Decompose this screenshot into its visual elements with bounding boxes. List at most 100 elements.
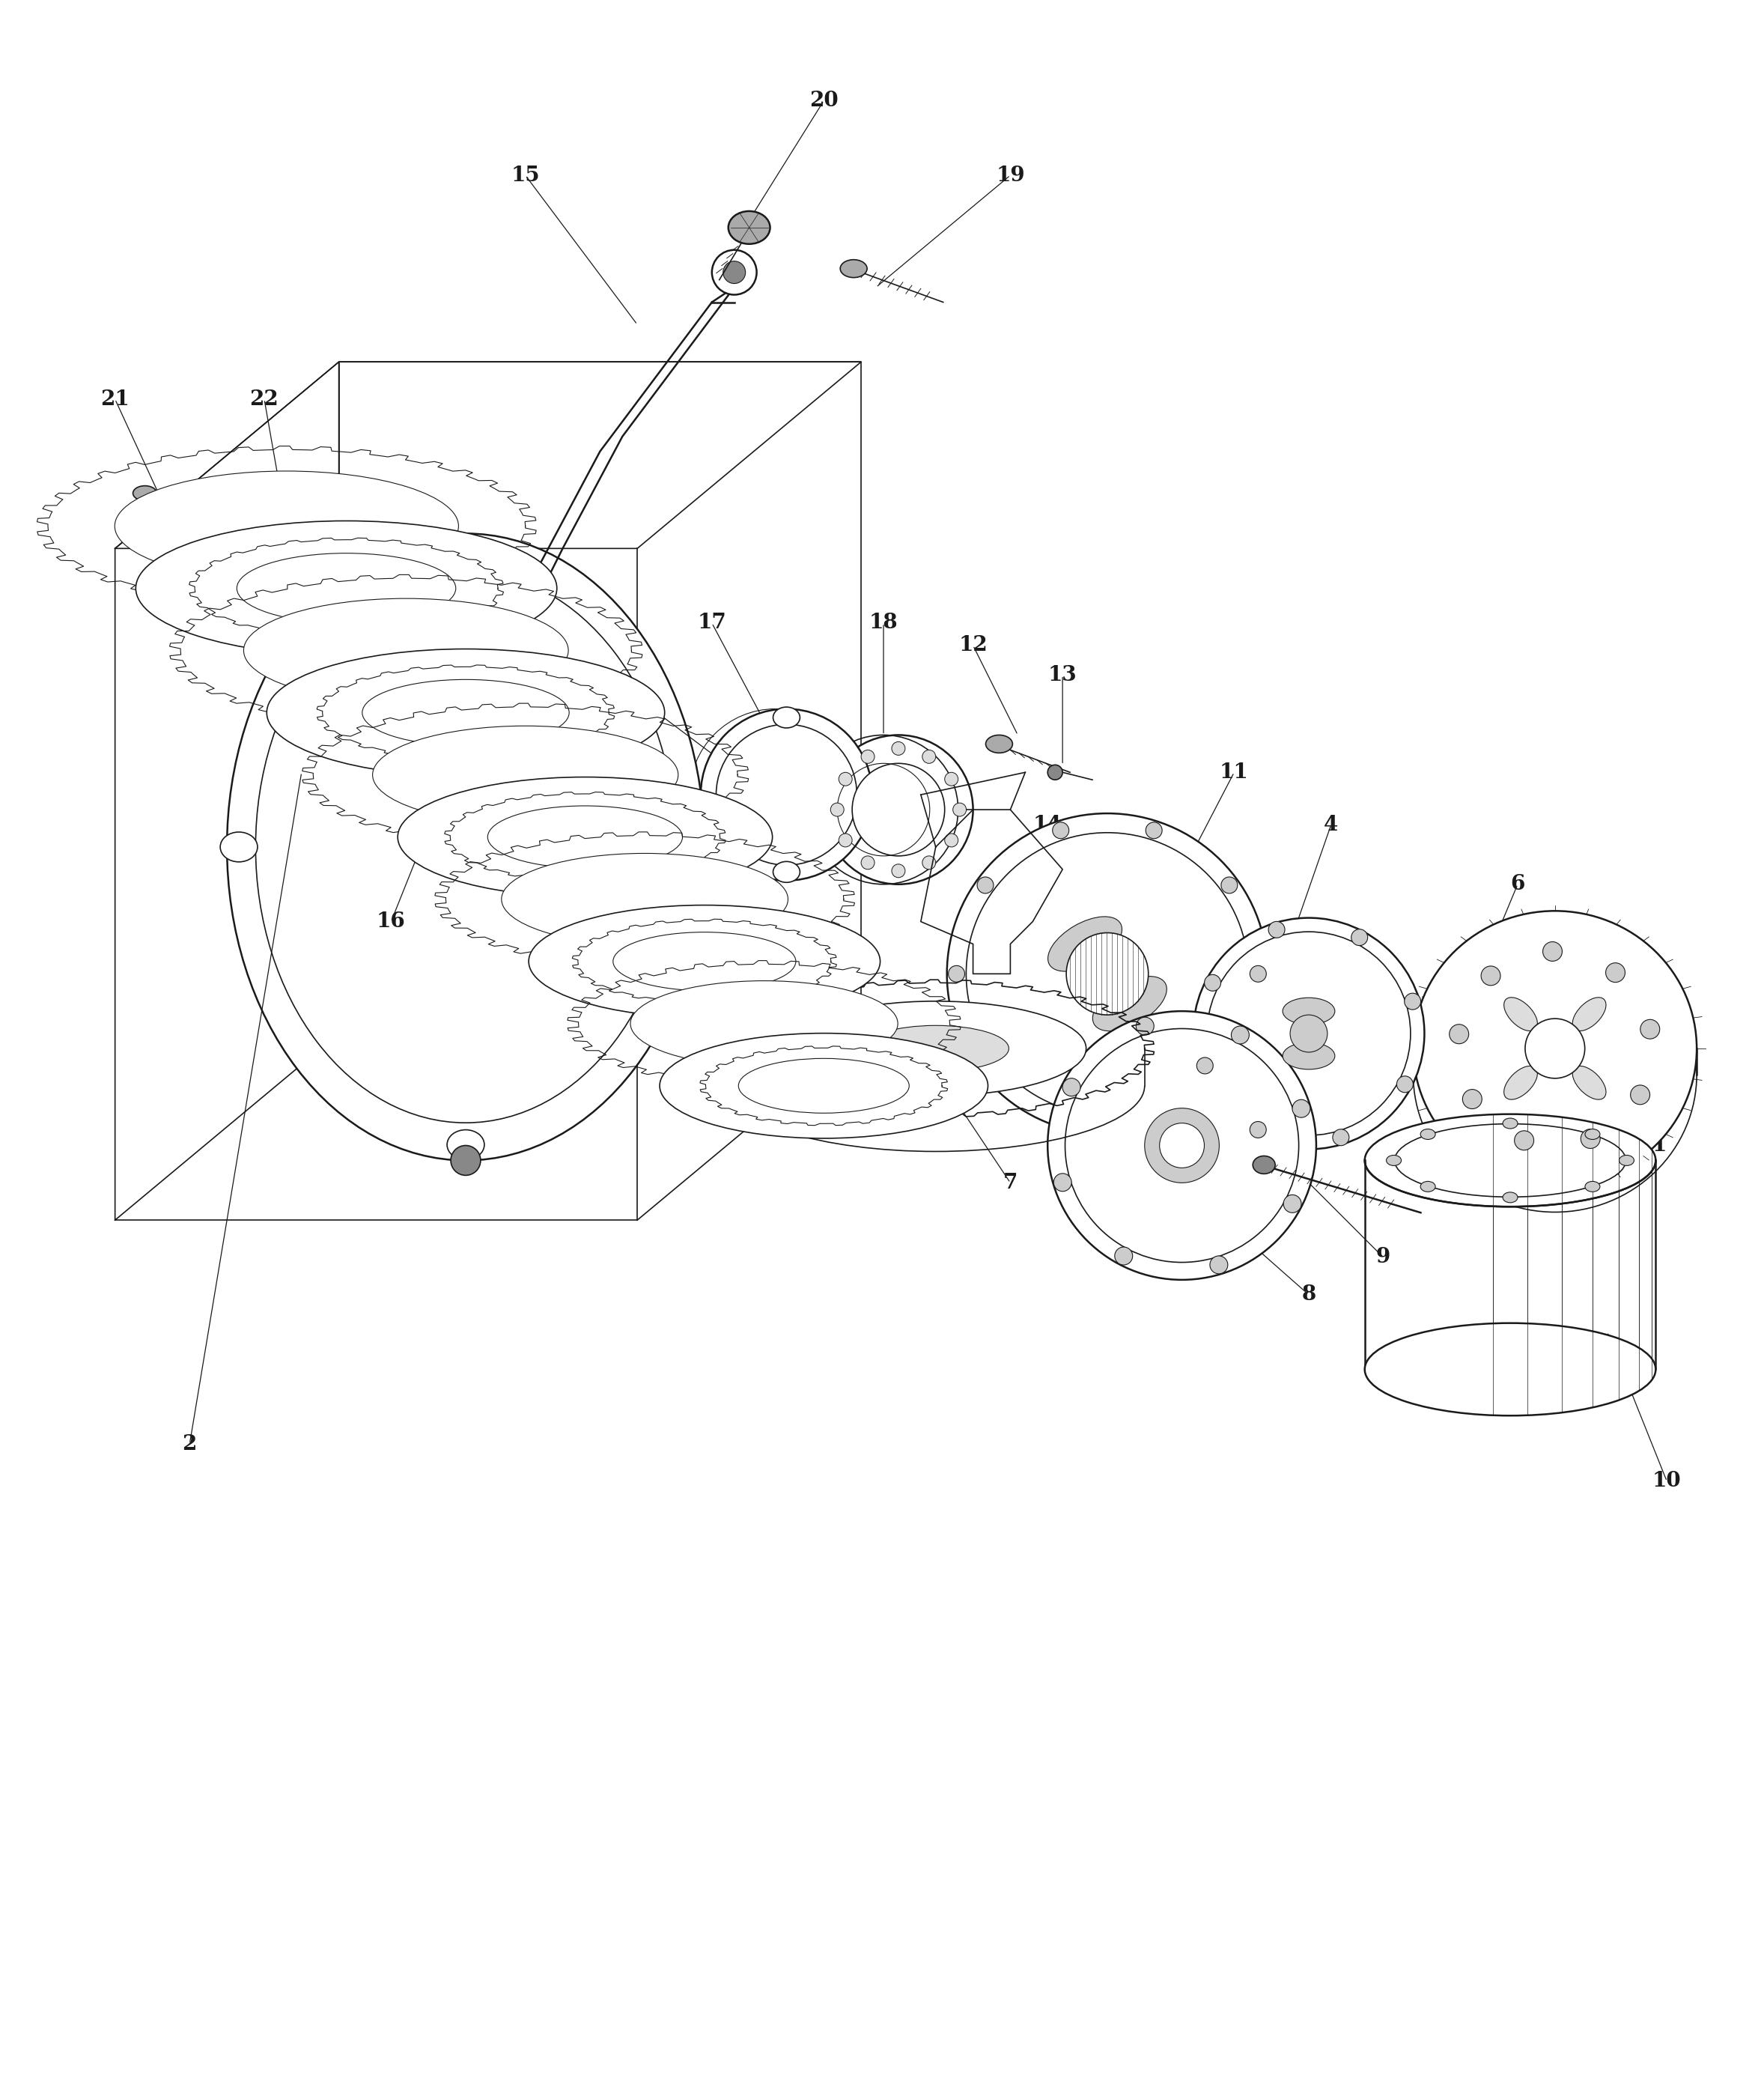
Ellipse shape [1619, 1156, 1633, 1166]
Ellipse shape [446, 1131, 485, 1160]
Ellipse shape [275, 537, 298, 560]
Text: 12: 12 [958, 635, 988, 656]
Ellipse shape [1526, 1018, 1584, 1078]
Ellipse shape [529, 906, 880, 1018]
Text: 17: 17 [697, 612, 727, 633]
Ellipse shape [674, 833, 711, 862]
Ellipse shape [1192, 918, 1424, 1149]
Text: 8: 8 [1302, 1285, 1316, 1305]
Ellipse shape [228, 533, 704, 1160]
Ellipse shape [773, 862, 799, 883]
Ellipse shape [1145, 1108, 1219, 1183]
Ellipse shape [1053, 1110, 1069, 1126]
Ellipse shape [723, 260, 746, 283]
Text: 14: 14 [1034, 814, 1062, 835]
Ellipse shape [949, 966, 965, 983]
Ellipse shape [1505, 997, 1538, 1031]
Ellipse shape [1092, 976, 1166, 1031]
Text: 1: 1 [1653, 1135, 1667, 1156]
Ellipse shape [220, 833, 258, 862]
Ellipse shape [1420, 1180, 1436, 1191]
Ellipse shape [1581, 1128, 1600, 1149]
Ellipse shape [1365, 1114, 1656, 1208]
Ellipse shape [1282, 997, 1335, 1024]
Ellipse shape [838, 772, 852, 785]
Ellipse shape [1641, 1020, 1660, 1039]
Ellipse shape [891, 864, 905, 879]
Ellipse shape [1065, 933, 1148, 1014]
Ellipse shape [1503, 1118, 1517, 1128]
Ellipse shape [1145, 1110, 1162, 1126]
Text: 18: 18 [870, 612, 898, 633]
Ellipse shape [861, 750, 875, 764]
Ellipse shape [1586, 1180, 1600, 1191]
Ellipse shape [1293, 1099, 1311, 1118]
Ellipse shape [1205, 974, 1221, 991]
Ellipse shape [1586, 1128, 1600, 1139]
Ellipse shape [1572, 1066, 1605, 1099]
Ellipse shape [977, 877, 993, 893]
Ellipse shape [243, 598, 568, 702]
Ellipse shape [501, 854, 789, 945]
Ellipse shape [1196, 1058, 1214, 1074]
Ellipse shape [986, 735, 1013, 754]
Ellipse shape [700, 708, 873, 881]
Ellipse shape [716, 725, 857, 866]
Text: 2: 2 [182, 1434, 198, 1453]
Ellipse shape [136, 520, 557, 656]
Text: 15: 15 [512, 164, 540, 185]
Text: 6: 6 [1510, 874, 1524, 895]
Ellipse shape [1221, 877, 1238, 893]
Ellipse shape [773, 708, 799, 729]
Ellipse shape [1145, 822, 1162, 839]
Ellipse shape [660, 1033, 988, 1139]
Ellipse shape [1289, 1014, 1327, 1051]
Ellipse shape [1365, 1322, 1656, 1416]
Ellipse shape [831, 804, 843, 816]
Ellipse shape [1515, 1131, 1535, 1149]
Ellipse shape [256, 570, 676, 1122]
Ellipse shape [1268, 922, 1284, 937]
Ellipse shape [946, 833, 958, 847]
Ellipse shape [1503, 1193, 1517, 1203]
Ellipse shape [630, 981, 898, 1066]
Ellipse shape [891, 741, 905, 756]
Ellipse shape [132, 485, 157, 500]
Ellipse shape [362, 679, 570, 745]
Ellipse shape [923, 750, 935, 764]
Text: 7: 7 [1004, 1172, 1018, 1193]
Ellipse shape [1053, 822, 1069, 839]
Ellipse shape [739, 1058, 908, 1114]
Ellipse shape [1210, 1255, 1228, 1274]
Ellipse shape [1450, 1024, 1469, 1043]
Ellipse shape [1630, 1085, 1649, 1106]
Ellipse shape [1282, 1043, 1335, 1070]
Text: 4: 4 [1325, 814, 1339, 835]
Ellipse shape [1251, 1122, 1267, 1139]
Text: 16: 16 [376, 912, 406, 933]
Ellipse shape [266, 650, 665, 777]
Ellipse shape [840, 260, 868, 277]
Text: 10: 10 [1653, 1472, 1681, 1491]
Text: 19: 19 [997, 164, 1025, 185]
Ellipse shape [614, 933, 796, 991]
Ellipse shape [977, 1053, 993, 1070]
Ellipse shape [115, 471, 459, 581]
Ellipse shape [1395, 1124, 1626, 1197]
Ellipse shape [1251, 966, 1267, 983]
Ellipse shape [1284, 1195, 1302, 1212]
Ellipse shape [1048, 764, 1062, 781]
Ellipse shape [863, 1026, 1009, 1072]
Ellipse shape [452, 1145, 480, 1176]
Ellipse shape [1048, 916, 1122, 972]
Ellipse shape [713, 250, 757, 296]
Ellipse shape [372, 727, 677, 824]
Ellipse shape [947, 814, 1268, 1135]
Ellipse shape [1221, 1053, 1238, 1070]
Ellipse shape [1420, 1128, 1436, 1139]
Ellipse shape [1505, 1066, 1538, 1099]
Ellipse shape [852, 764, 946, 856]
Text: 21: 21 [101, 389, 129, 410]
Text: 22: 22 [250, 389, 279, 410]
Text: 11: 11 [1219, 762, 1249, 783]
